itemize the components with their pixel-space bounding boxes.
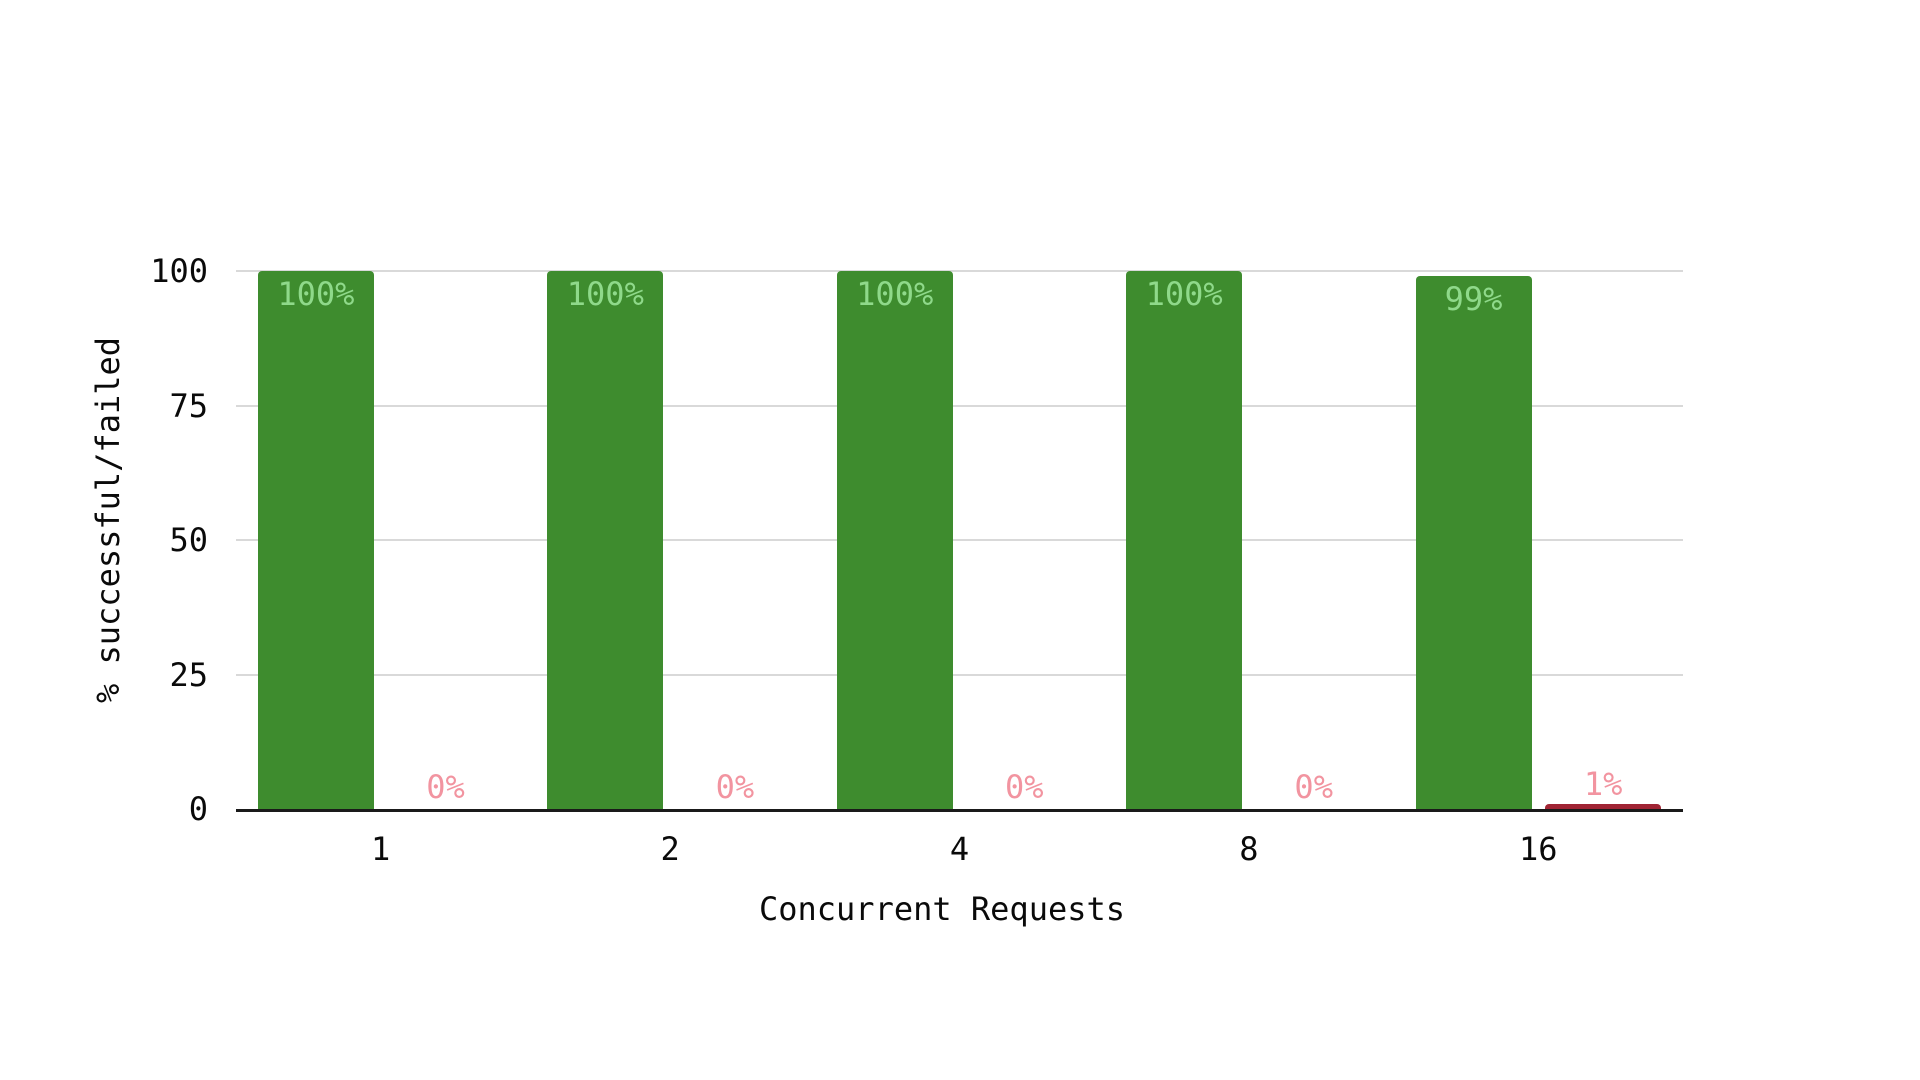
y-tick-label: 25 (169, 655, 208, 694)
plot-area: 100% 100% 100% 100% 99% 0% 0% 0% 0% 1% (236, 270, 1683, 812)
bar-value-label: 0% (426, 768, 465, 806)
gridline (236, 404, 1683, 407)
bar-value-label: 0% (1005, 768, 1044, 806)
x-axis-title: Concurrent Requests (758, 890, 1126, 928)
x-tick-label: 1 (371, 830, 391, 868)
gridline (236, 270, 1683, 272)
bar-successful: 100% (257, 271, 374, 809)
gridline (236, 673, 1683, 676)
bar-value-label: 100% (1145, 275, 1223, 313)
bar-value-label: 99% (1444, 280, 1503, 318)
x-tick-label: 16 (1519, 830, 1558, 868)
bar-value-label: 100% (856, 275, 934, 313)
bar-value-label: 100% (566, 275, 644, 313)
x-tick-label: 4 (949, 830, 970, 868)
bar-value-label: 0% (1294, 768, 1333, 806)
bar-successful: 99% (1415, 276, 1532, 809)
y-tick-label: 75 (169, 386, 208, 425)
bar-successful: 100% (1126, 271, 1243, 809)
bar-failed (1545, 804, 1662, 809)
y-tick-label: 0 (188, 790, 208, 828)
bar-successful: 100% (836, 271, 953, 809)
y-tick-label: 50 (169, 521, 208, 559)
gridline (236, 539, 1683, 541)
bar-value-label: 100% (277, 275, 355, 313)
x-tick-label: 8 (1239, 830, 1259, 868)
bar-value-label: 1% (1583, 765, 1623, 803)
bar-value-label: 0% (715, 768, 755, 806)
bar-successful: 100% (547, 271, 664, 809)
y-tick-label: 100 (150, 252, 208, 290)
x-tick-label: 2 (660, 830, 680, 868)
